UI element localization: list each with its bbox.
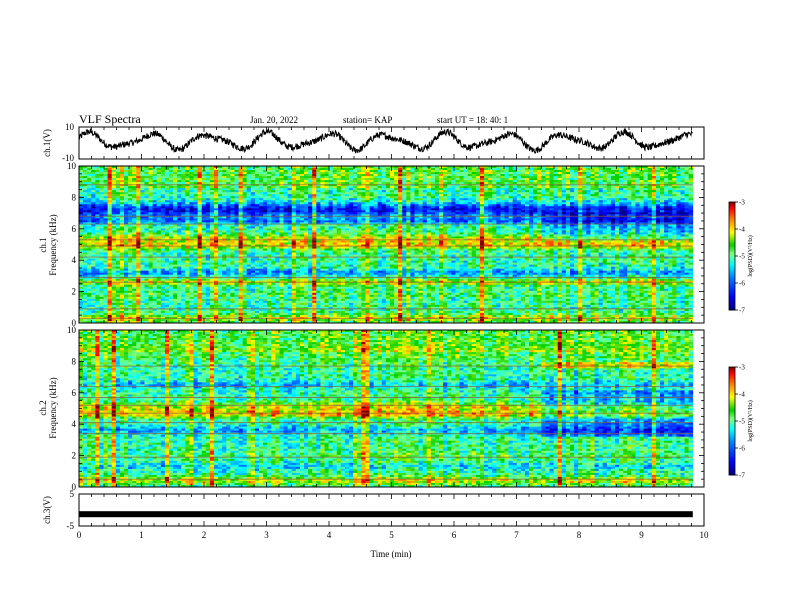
station-label: station= KAP (343, 115, 392, 125)
figure-title: VLF Spectra (79, 112, 141, 126)
start-time-label: start UT = 18: 40: 1 (437, 115, 508, 125)
ch1-waveform-panel: 10 -10 ch.1(V) (42, 122, 704, 163)
ch1-spectrogram-image (79, 166, 704, 323)
ch1-ytick-top: 10 (65, 122, 75, 132)
vlf-spectra-figure: VLF Spectra Jan. 20, 2022 station= KAP s… (0, 0, 792, 612)
ch1-waveform-trace (79, 129, 693, 153)
date-label: Jan. 20, 2022 (250, 115, 298, 125)
ch1-waveform-ylabel: ch.1(V) (42, 129, 52, 157)
